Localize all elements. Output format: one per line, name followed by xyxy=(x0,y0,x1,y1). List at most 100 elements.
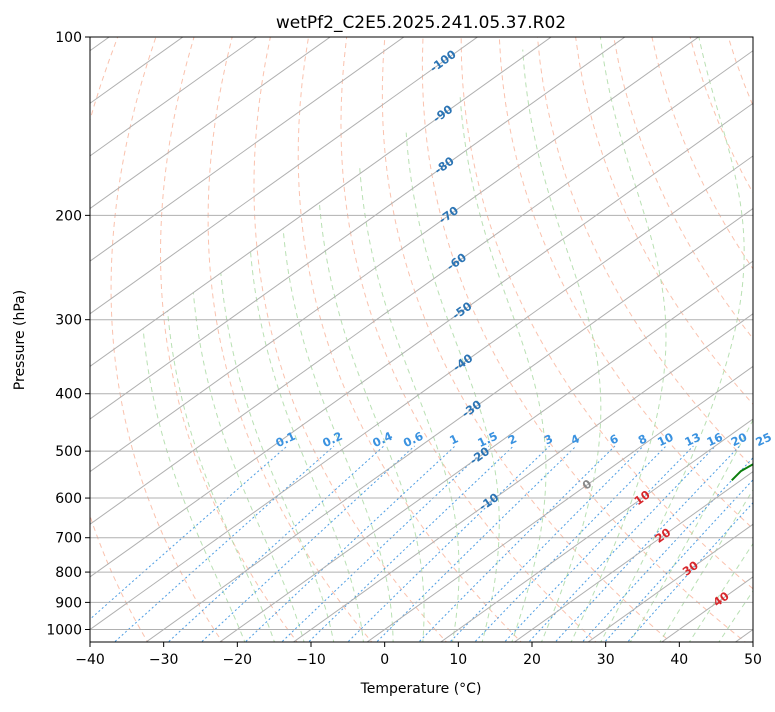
isotherm-line xyxy=(90,37,700,473)
axes: −40 −30 −20 −10 0 10 20 30 40 5010020030040050060… xyxy=(46,30,762,668)
plot-frame xyxy=(89,36,754,643)
mixing-ratio-label: 0.1 xyxy=(273,429,297,450)
x-tick-label: 10 xyxy=(449,652,467,668)
mixing-ratio-label: 6 xyxy=(607,431,620,447)
isotherm-line xyxy=(734,628,753,642)
isotherm-label: -90 xyxy=(430,102,455,125)
isotherm-label: 20 xyxy=(652,525,673,546)
isotherm-line xyxy=(90,37,405,262)
isotherm-label: -10 xyxy=(476,490,501,513)
x-tick-label: 0 xyxy=(380,652,389,668)
mixing-ratio-line xyxy=(418,445,616,642)
pressure-gridlines xyxy=(90,37,753,630)
dry-adiabat xyxy=(689,37,753,194)
isotherm-label: -40 xyxy=(450,351,475,374)
isotherm-line xyxy=(513,471,753,642)
isotherm-line xyxy=(90,37,258,157)
mixing-ratio-line xyxy=(90,445,288,620)
mixing-ratio-label: 0.6 xyxy=(401,429,425,450)
dry-adiabat xyxy=(340,37,597,642)
y-tick-label: 1000 xyxy=(46,623,82,639)
dry-adiabat xyxy=(421,37,747,642)
dry-adiabat xyxy=(460,37,753,590)
moist-adiabat xyxy=(249,251,364,642)
isotherm-line xyxy=(587,523,753,642)
mixing-ratio-line xyxy=(200,445,415,642)
moist-adiabat xyxy=(282,227,394,642)
isotherm-line xyxy=(366,365,753,642)
isotherm-line xyxy=(439,418,753,642)
x-axis-label: Temperature (°C) xyxy=(360,681,482,697)
isotherm-line xyxy=(90,102,753,578)
isotherm-label: -60 xyxy=(444,250,469,273)
mixing-ratio-label: 8 xyxy=(636,431,649,447)
mixing-ratio-label: 2 xyxy=(506,431,519,447)
moist-adiabat xyxy=(167,310,275,642)
moist-adiabat xyxy=(659,488,753,642)
isotherm-label: 40 xyxy=(710,589,731,610)
moist-adiabat xyxy=(718,590,753,642)
mixing-ratio-line xyxy=(581,457,753,642)
moist-adiabat xyxy=(600,37,745,642)
mixing-ratio-label: 1.5 xyxy=(475,429,499,450)
y-tick-label: 200 xyxy=(55,208,82,224)
isotherm-label: -70 xyxy=(436,203,461,226)
dry-adiabat xyxy=(758,10,775,645)
isotherm-label: -50 xyxy=(449,299,474,322)
mixing-ratio-label: 4 xyxy=(569,431,582,447)
mixing-ratio-line xyxy=(307,445,514,642)
mixing-ratio-line xyxy=(244,445,456,642)
moist-adiabat xyxy=(405,132,500,642)
isotherm-label: -30 xyxy=(459,397,484,420)
in-plot-labels: -100-90-80-70-60-50-40-30-20-10010203040… xyxy=(273,47,775,609)
mixing-ratio-line xyxy=(554,445,741,642)
isotherm-line xyxy=(145,207,753,642)
moist-adiabat xyxy=(459,94,547,642)
isotherm-label: 30 xyxy=(680,558,701,579)
x-tick-label: 50 xyxy=(744,652,762,668)
moist-adiabat xyxy=(318,202,425,642)
moist-adiabat xyxy=(220,272,335,642)
mixing-ratio-line xyxy=(449,445,644,642)
isotherm-line xyxy=(90,37,184,104)
moist-adiabat xyxy=(142,328,246,642)
chart-title: wetPf2_C2E5.2025.241.05.37.R02 xyxy=(276,13,566,33)
dry-adiabat xyxy=(727,37,753,107)
mixing-ratio-label: 10 xyxy=(655,430,675,449)
y-tick-label: 900 xyxy=(55,595,82,611)
y-tick-label: 300 xyxy=(55,313,82,329)
isotherm-line xyxy=(90,37,479,315)
dry-adiabat xyxy=(536,37,753,469)
mixing-ratio-label: 30 xyxy=(774,430,775,449)
background-lines xyxy=(90,10,775,645)
mixing-ratio-label: 16 xyxy=(704,430,724,449)
mixing-ratio-line xyxy=(528,445,716,642)
moist-adiabat xyxy=(192,292,305,642)
mixing-ratio-line xyxy=(347,445,551,642)
isotherm-line xyxy=(218,260,753,642)
mixing-ratio-line xyxy=(503,445,694,642)
dry-adiabat xyxy=(613,37,753,340)
mixing-ratio-line xyxy=(626,501,753,642)
y-tick-label: 500 xyxy=(55,444,82,460)
mixing-ratio-label: 0.4 xyxy=(370,429,394,450)
mixing-ratio-line xyxy=(280,445,490,642)
x-tick-label: −20 xyxy=(223,652,253,668)
mixing-ratio-label: 20 xyxy=(729,430,749,449)
mixing-ratio-line xyxy=(167,445,385,642)
mixing-ratio-line xyxy=(375,445,577,642)
isotherm-line xyxy=(90,37,111,52)
x-tick-label: 40 xyxy=(670,652,688,668)
y-tick-label: 400 xyxy=(55,387,82,403)
isotherm-label: -100 xyxy=(427,47,459,75)
y-tick-label: 100 xyxy=(55,30,82,46)
isotherm-line xyxy=(90,50,753,525)
x-tick-label: −30 xyxy=(149,652,179,668)
isotherm-line xyxy=(90,37,626,420)
mixing-ratio-line xyxy=(113,445,335,642)
x-tick-label: 30 xyxy=(597,652,615,668)
moist-adiabat xyxy=(359,165,460,642)
isotherm-line xyxy=(90,155,753,631)
